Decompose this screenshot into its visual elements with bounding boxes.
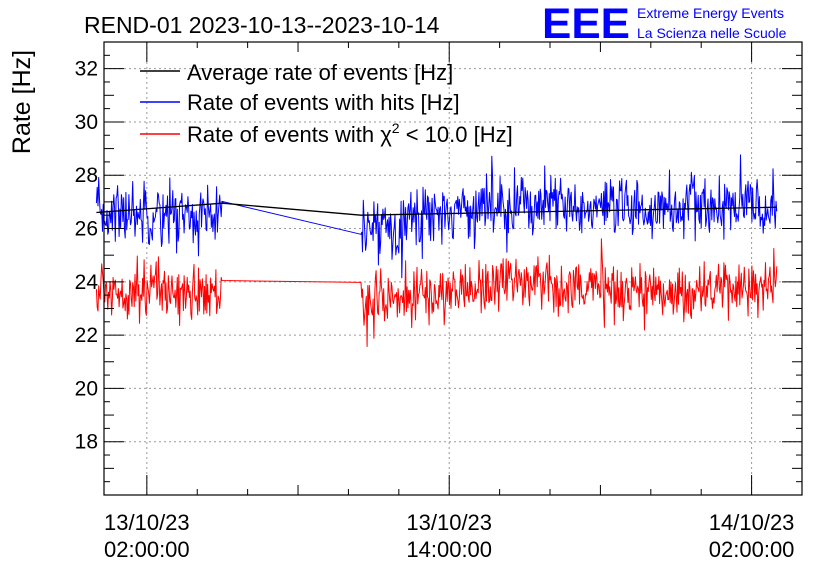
y-tick-label: 28	[75, 164, 98, 187]
logo: EEE Extreme Energy Events La Scienza nel…	[542, 0, 787, 48]
x-tick-label-time: 02:00:00	[104, 537, 190, 562]
legend: Average rate of events [Hz] Rate of even…	[140, 60, 513, 147]
x-tick-labels: 13/10/2302:00:0013/10/2314:00:0014/10/23…	[104, 510, 794, 562]
x-tick-label-time: 02:00:00	[709, 537, 795, 562]
y-tick-label: 20	[75, 377, 98, 400]
legend-item-chi2: Rate of events with χ2 < 10.0 [Hz]	[140, 120, 513, 147]
legend-item-hits: Rate of events with hits [Hz]	[140, 90, 460, 115]
series-line-chi2	[95, 238, 778, 347]
chi-superscript: 2	[392, 120, 400, 136]
y-tick-label: 26	[75, 218, 98, 241]
legend-label-chi2: Rate of events with χ2 < 10.0 [Hz]	[187, 120, 513, 147]
legend-label-average: Average rate of events [Hz]	[187, 60, 453, 85]
series-line-hits	[95, 154, 778, 279]
y-axis-label: Rate [Hz]	[8, 50, 36, 154]
legend-label-hits: Rate of events with hits [Hz]	[187, 90, 460, 115]
eee-logo-mark: EEE	[542, 0, 630, 48]
y-tick-label: 22	[75, 324, 98, 347]
legend-label-chi2-prefix: Rate of events with	[187, 122, 380, 147]
y-tick-label: 18	[75, 431, 98, 454]
y-tick-label: 24	[75, 271, 99, 294]
series-line-average	[96, 202, 777, 216]
logo-line-1: Extreme Energy Events	[637, 5, 784, 21]
logo-line-2: La Scienza nelle Scuole	[637, 25, 787, 41]
legend-item-average: Average rate of events [Hz]	[140, 60, 453, 85]
chi-symbol: χ	[380, 122, 392, 147]
y-tick-label: 32	[75, 58, 98, 81]
x-tick-label-time: 14:00:00	[406, 537, 492, 562]
series-group	[95, 154, 778, 347]
y-tick-labels: 18 20 22 24 26 28 30 32	[75, 58, 99, 454]
chart-title: REND-01 2023-10-13--2023-10-14	[84, 12, 440, 38]
axis-ticks	[104, 41, 803, 495]
y-tick-label: 30	[75, 111, 98, 134]
x-tick-label-date: 13/10/23	[104, 510, 190, 535]
legend-label-chi2-suffix: < 10.0 [Hz]	[400, 122, 513, 147]
x-tick-label-date: 13/10/23	[406, 510, 492, 535]
x-tick-label-date: 14/10/23	[709, 510, 795, 535]
